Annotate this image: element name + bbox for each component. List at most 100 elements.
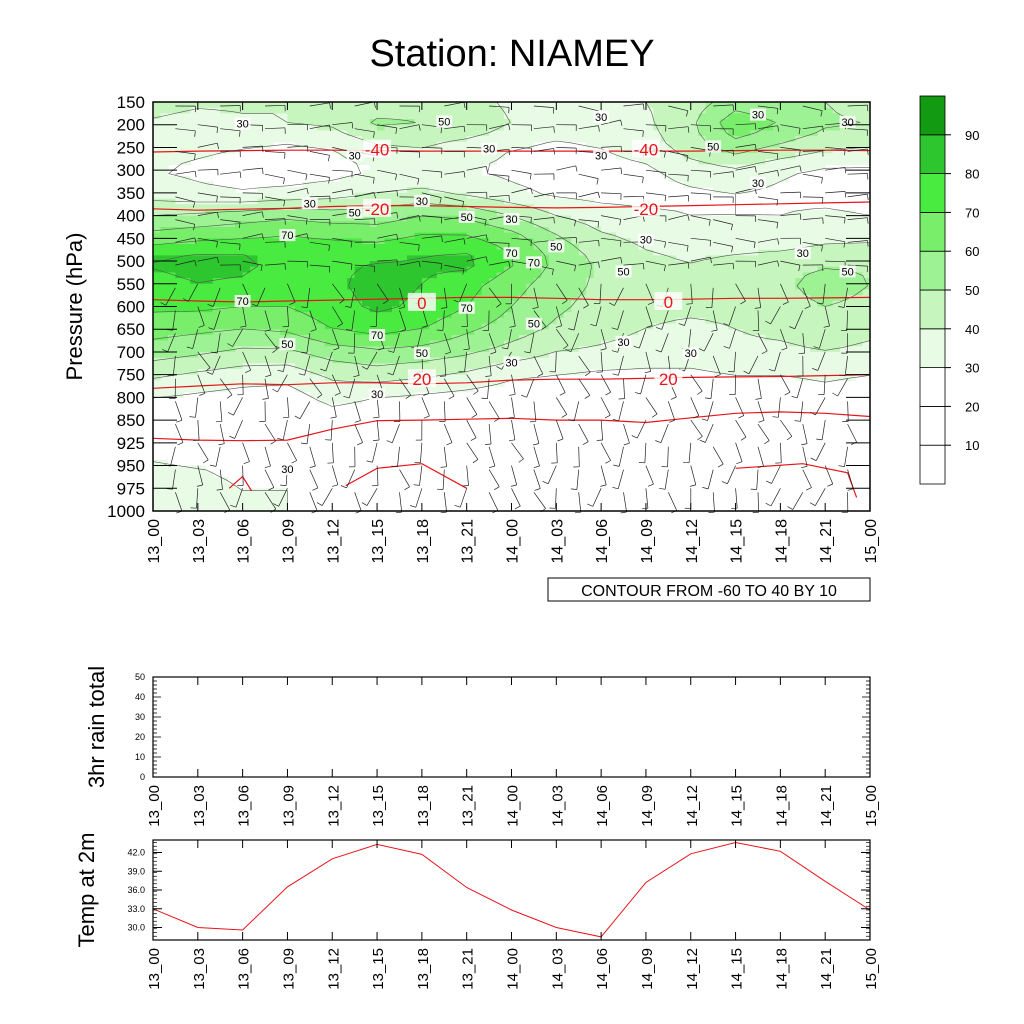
rh-cell [182, 323, 191, 330]
rh-cell [399, 391, 408, 398]
rh-cell [369, 278, 378, 285]
rh-cell [496, 102, 505, 109]
rh-cell [406, 204, 416, 211]
rh-cell [212, 136, 221, 143]
rh-cell [735, 306, 744, 313]
rh-cell [750, 317, 759, 325]
rh-cell [421, 289, 430, 296]
rh-cell [167, 238, 177, 245]
rh-cell [690, 232, 699, 239]
rh-cell [638, 283, 647, 291]
rh-cell [675, 340, 684, 347]
rh-cell [167, 113, 177, 120]
rh-cell [257, 204, 266, 211]
rh-cell [182, 386, 191, 393]
rh-cell [548, 340, 557, 347]
wind-barb-flag [361, 366, 368, 370]
rh-cell [526, 363, 535, 370]
rh-cell [787, 244, 796, 251]
rh-cell [167, 368, 177, 376]
rh-cell [466, 164, 475, 171]
rh-cell [197, 471, 206, 478]
rh-cell [571, 300, 580, 308]
rh-cell [197, 465, 206, 472]
rh-cell [817, 368, 826, 376]
rh-cell [720, 266, 729, 274]
rh-cell [406, 158, 416, 166]
rh-cell [601, 334, 610, 342]
rh-cell [855, 255, 864, 262]
rh-cell [377, 175, 386, 183]
rh-cell [855, 232, 864, 239]
rh-cell [190, 141, 199, 149]
rh-cell [541, 334, 550, 342]
rh-cell [347, 181, 356, 188]
wind-barb [511, 442, 524, 460]
rh-cell [235, 102, 244, 109]
rh-cell [765, 351, 774, 359]
rh-cell [825, 153, 834, 160]
rh-cell [683, 238, 692, 245]
rh-cell [354, 136, 363, 143]
rh-cell [392, 170, 401, 177]
rh-cell [772, 136, 781, 143]
rh-cell [160, 386, 169, 393]
rh-cell [451, 317, 460, 325]
rh-cell [728, 119, 737, 126]
rh-cell [735, 181, 744, 188]
rh-cell [279, 312, 289, 319]
rh-cell [436, 187, 445, 194]
rh-cell [362, 272, 371, 279]
rh-cell [302, 226, 311, 234]
rh-cell [586, 317, 595, 325]
rh-cell [369, 124, 378, 131]
rh-cell [444, 386, 453, 393]
rh-cell [571, 261, 580, 268]
wind-barb [488, 287, 502, 304]
rh-cell [444, 209, 453, 217]
rh-cell [459, 374, 468, 381]
rh-cell [279, 136, 289, 143]
rh-cell [533, 368, 542, 376]
wind-barb-flag [194, 153, 196, 160]
rh-cell [250, 340, 259, 347]
rh-cell [474, 323, 483, 330]
rh-cell [324, 295, 333, 302]
rh-cell [735, 300, 744, 308]
rh-cell [399, 283, 408, 291]
rh-cell [810, 261, 819, 268]
rh-cell [317, 283, 326, 291]
wind-barb-flag [262, 398, 269, 400]
wind-barb-flag [345, 329, 352, 331]
rh-cell [840, 107, 849, 114]
rh-cell [444, 164, 453, 171]
wind-barb-flag [216, 241, 218, 248]
rh-cell [265, 255, 274, 262]
rh-cell [384, 329, 393, 336]
rh-cell [436, 300, 445, 308]
rh-cell [825, 255, 834, 262]
rh-cell [294, 368, 303, 376]
rh-cell [705, 351, 714, 359]
rh-cell [279, 249, 289, 256]
rh-cell [675, 317, 684, 325]
rh-cell [623, 238, 632, 245]
wind-barb [242, 351, 252, 371]
rh-cell [257, 363, 266, 370]
rh-cell [235, 283, 244, 291]
rh-cell [406, 209, 416, 217]
rh-cell [660, 329, 669, 336]
rh-cell [578, 255, 587, 262]
rh-cell [466, 283, 475, 291]
rh-cell [227, 136, 236, 143]
rh-cell [481, 278, 490, 285]
rh-cell [369, 374, 378, 381]
rh-cell [750, 368, 759, 376]
rh-cell [526, 136, 535, 143]
rh-cell [272, 244, 281, 251]
wind-barb [442, 469, 445, 490]
rh-cell [765, 300, 774, 308]
rh-cell [399, 317, 408, 325]
rh-cell [705, 289, 714, 296]
rh-cell [698, 181, 707, 188]
